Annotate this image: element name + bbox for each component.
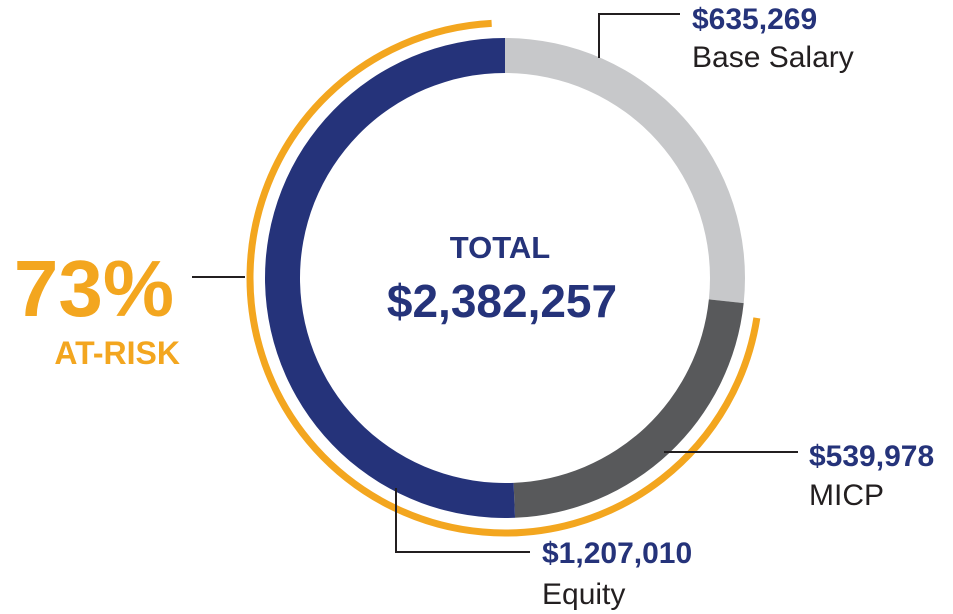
donut-slices	[265, 38, 745, 518]
equity-amount: $1,207,010	[542, 537, 692, 570]
leader-lines	[192, 13, 798, 553]
leader-equity	[395, 488, 530, 553]
at-risk-arc	[246, 19, 761, 537]
leader-base-salary	[598, 13, 680, 58]
base-salary-label: Base Salary	[692, 41, 854, 74]
equity-label: Equity	[542, 578, 625, 611]
at-risk-label: AT-RISK	[54, 335, 180, 371]
center-title: TOTAL	[450, 230, 550, 265]
at-risk-percent: 73%	[14, 244, 174, 333]
slice-base-salary	[505, 38, 745, 304]
slice-equity	[265, 38, 516, 518]
slice-micp	[513, 299, 744, 518]
center-total: $2,382,257	[387, 275, 617, 327]
at-risk-arc-group	[246, 19, 761, 537]
base-salary-amount: $635,269	[692, 3, 817, 36]
micp-label: MICP	[809, 479, 884, 512]
micp-amount: $539,978	[809, 440, 934, 473]
